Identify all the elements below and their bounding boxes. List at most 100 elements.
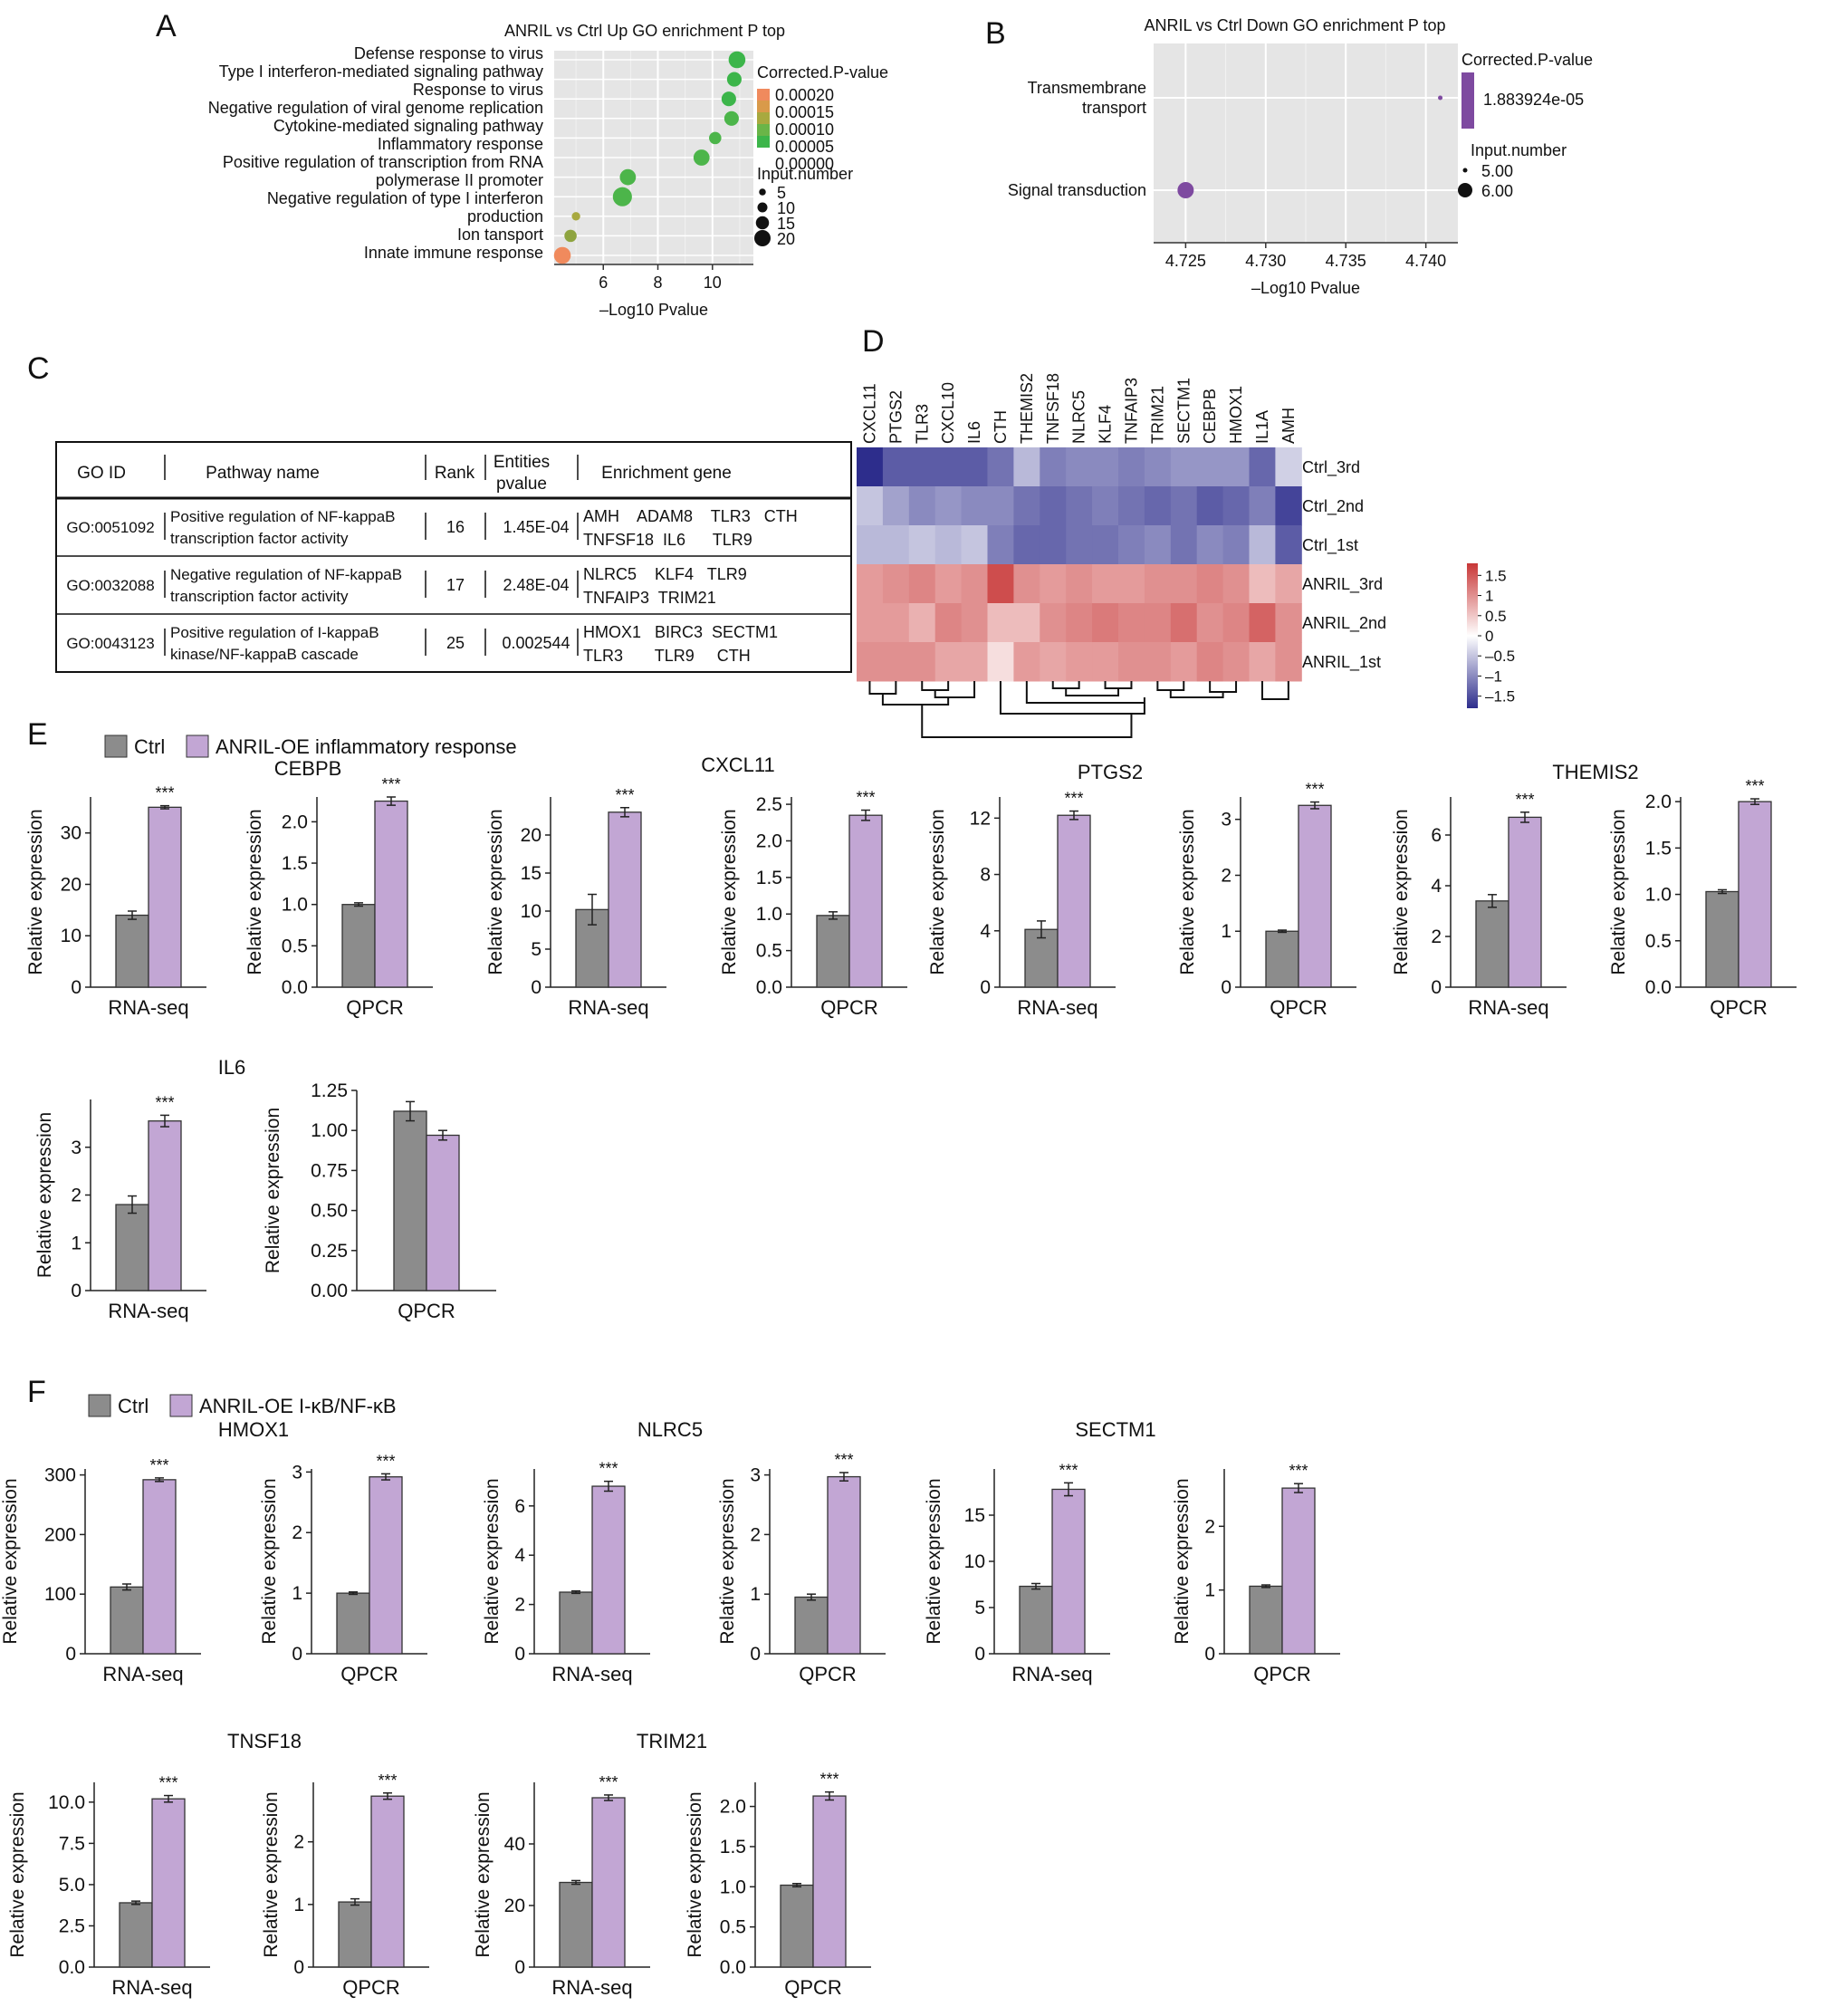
heatmap-cell-D (1118, 603, 1145, 643)
y-tick-label-E: 0 (1431, 977, 1442, 998)
legend-title-B: Corrected.P-value (1461, 51, 1593, 69)
table-cell-goid-C: GO:0043123 (66, 635, 154, 652)
dendrogram-branch-D (1260, 681, 1289, 700)
heatmap-cell-D (1249, 603, 1276, 643)
heatmap-cell-D (1196, 603, 1224, 643)
legend-swatch-oe-E (186, 734, 209, 758)
y-tick-label-E: 2 (1221, 865, 1231, 886)
dendrogram-branch-D (1025, 681, 1145, 704)
legend-size-label-B: 6.00 (1481, 182, 1513, 200)
gene-title-F: HMOX1 (218, 1418, 289, 1441)
dendrogram-branch-D (1065, 688, 1119, 696)
x-tick-label-A: 8 (654, 274, 663, 292)
heatmap-cell-D (961, 603, 988, 643)
heatmap-cell-D (908, 486, 936, 526)
y-tick-label-E: 1.0 (282, 895, 308, 916)
data-point-A (693, 149, 710, 166)
heatmap-cell-D (1170, 447, 1198, 487)
heatmap-cell-D (857, 564, 884, 604)
y-tick-label-F: 0 (514, 1957, 525, 1978)
heatmap-dendrogram-D (868, 681, 1289, 738)
heatmap-cell-D (1092, 603, 1119, 643)
heatmap-cell-D (961, 642, 988, 682)
y-tick-label-E: 0 (531, 977, 541, 998)
legend-label-oe-E: ANRIL-OE inflammatory response (216, 735, 517, 758)
heatmap-cell-D (1013, 603, 1040, 643)
y-tick-label-E: 5 (531, 939, 541, 960)
heatmap-cell-D (1118, 486, 1145, 526)
y-axis-label-F: Relative expression (685, 1791, 705, 1957)
y-axis-label-F: Relative expression (473, 1791, 494, 1957)
heatmap-cell-D (1066, 564, 1093, 604)
heatmap-cell-D (1118, 564, 1145, 604)
legend-size-dot-B (1462, 168, 1468, 173)
y-tick-label-E: 8 (980, 865, 991, 886)
y-tick-label-A: Negative regulation of type I interferon (267, 189, 543, 207)
legend-label-ctrl-F: Ctrl (118, 1395, 149, 1417)
table-cell-pathway-C: Positive regulation of I-kappaB (170, 624, 379, 641)
chart-title-B: ANRIL vs Ctrl Down GO enrichment P top (1144, 16, 1445, 34)
y-tick-label-A: Positive regulation of transcription fro… (223, 153, 543, 171)
legend-size-label-A: 10 (777, 199, 795, 217)
legend-swatch-ctrl-E (104, 734, 128, 758)
heatmap-cell-D (934, 603, 963, 643)
significance-F: *** (376, 1452, 395, 1470)
table-cell-rank-C: 16 (446, 518, 465, 536)
heatmap-col-label-D: CTH (992, 410, 1010, 444)
y-tick-label-F: 300 (44, 1465, 76, 1486)
heatmap-cell-D (1249, 642, 1276, 682)
bar-oe-F (142, 1479, 177, 1655)
colorbar-D (1467, 563, 1478, 708)
table-cell-rank-C: 25 (446, 634, 465, 652)
x-category-label-E: QPCR (820, 996, 878, 1019)
y-tick-label-A: polymerase II promoter (376, 171, 543, 189)
y-tick-label-F: 6 (514, 1496, 525, 1517)
significance-E: *** (1515, 791, 1534, 809)
table-cell-genes-C: NLRC5 KLF4 TLR9 (583, 565, 747, 583)
bar-ctrl-E (1475, 900, 1509, 988)
heatmap-cell-D (1196, 447, 1224, 487)
heatmap-cell-D (882, 447, 910, 487)
bar-ctrl-F (780, 1884, 814, 1968)
heatmap-cell-D (1066, 447, 1093, 487)
y-axis-label-E: Relative expression (263, 1108, 283, 1273)
legend-swatch-A (757, 89, 770, 101)
heatmap-cell-D (1222, 564, 1250, 604)
y-tick-label-B: transport (1082, 99, 1146, 117)
legend-size-title-A: Input.number (757, 165, 853, 183)
y-axis-label-E: Relative expression (927, 809, 948, 974)
heatmap-cell-D (987, 603, 1014, 643)
heatmap-cell-D (1170, 486, 1198, 526)
y-tick-label-E: 0.5 (1645, 931, 1672, 952)
heatmap-col-label-D: KLF4 (1097, 405, 1115, 444)
y-tick-label-F: 2 (292, 1522, 302, 1543)
y-tick-label-F: 3 (292, 1462, 302, 1483)
significance-F: *** (158, 1774, 177, 1792)
dendrogram-branch-D (1104, 681, 1133, 689)
legend-label-A: 0.00020 (775, 86, 834, 104)
significance-E: *** (1305, 781, 1324, 799)
bar-oe-E (148, 1120, 182, 1291)
legend-swatch-B (1461, 72, 1474, 129)
colorbar-label-D: 0.5 (1485, 608, 1507, 625)
y-tick-label-F: 15 (964, 1505, 985, 1526)
y-tick-label-E: 0 (71, 1281, 81, 1301)
heatmap-cell-D (1170, 642, 1198, 682)
x-category-label-E: RNA-seq (1468, 996, 1548, 1019)
table-header-C: Entities (494, 453, 550, 472)
table-cell-goid-C: GO:0032088 (66, 577, 154, 594)
x-tick-label-B: 4.740 (1405, 252, 1446, 270)
dendrogram-branch-D (1209, 681, 1238, 693)
heatmap-cell-D (1013, 564, 1040, 604)
heatmap-cell-D (1275, 642, 1302, 682)
heatmap-cell-D (1222, 603, 1250, 643)
heatmap-row-label-D: Ctrl_1st (1302, 536, 1358, 555)
data-point-A (724, 110, 739, 126)
y-axis-label-F: Relative expression (1172, 1478, 1193, 1644)
y-axis-label-E: Relative expression (1177, 809, 1198, 974)
heatmap-cell-D (1196, 525, 1224, 565)
heatmap-cell-D (1275, 525, 1302, 565)
data-point-A (571, 212, 580, 221)
x-category-label-E: RNA-seq (108, 996, 188, 1019)
significance-F: *** (834, 1451, 853, 1469)
